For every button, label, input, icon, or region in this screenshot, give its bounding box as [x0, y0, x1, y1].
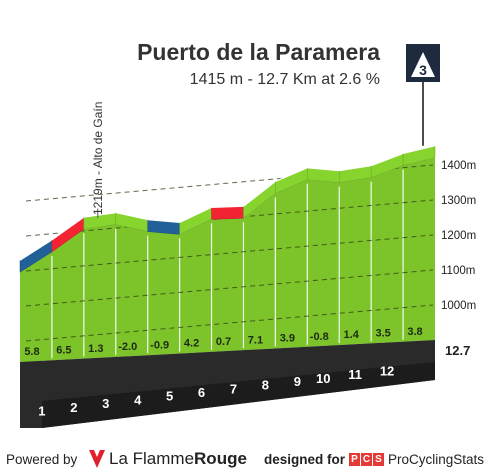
segment-top-edge: [83, 212, 116, 218]
segment-top-edge: [402, 145, 436, 155]
km-label: 11: [348, 367, 362, 382]
segment-top-edge: [19, 239, 53, 261]
footer: Powered by La FlammeRouge designed for P…: [0, 444, 495, 474]
segment-gradient-label: 3.9: [280, 333, 295, 345]
brand-light: La Flamme: [109, 449, 195, 468]
segment-gradient-label: 1.3: [88, 343, 103, 355]
gridlines: [25, 164, 434, 359]
km-label: 12: [380, 364, 394, 379]
segment-top-edge: [147, 219, 180, 223]
km-label: 10: [316, 371, 330, 386]
segment-top-edge: [179, 206, 212, 223]
category-number: 3: [419, 62, 427, 78]
profile-top-band: [19, 145, 436, 273]
segment-top-edge: [307, 167, 340, 172]
segment-gradient-label: 0.7: [216, 336, 231, 348]
profile-base-shadow: [42, 362, 435, 428]
km-label: 7: [230, 381, 237, 396]
segment-top-edge: [339, 165, 372, 172]
pcs-name: ProCyclingStats: [388, 452, 485, 467]
km-label: 8: [262, 378, 269, 393]
intermediate-climb-label: 1219m - Alto de Gaín: [91, 102, 105, 215]
brand-bold: Rouge: [194, 449, 247, 468]
y-tick-label: 1000m: [441, 300, 476, 312]
chart-subtitle: 1415 m - 12.7 Km at 2.6 %: [190, 71, 380, 88]
segment-top-edge: [51, 216, 85, 241]
km-label: 9: [294, 374, 301, 389]
chart-title: Puerto de la Paramera: [137, 39, 380, 65]
pcs-logo-icon: P C S: [349, 453, 384, 466]
km-label: 5: [166, 389, 173, 404]
segment-gradient-label: -0.9: [150, 339, 169, 351]
pcs-letter-s: S: [373, 453, 384, 466]
designed-for-text: designed for: [264, 452, 346, 467]
y-tick-label: 1200m: [441, 230, 476, 242]
profile-front-face: [20, 157, 435, 362]
segment-gradient-label: -0.8: [310, 331, 329, 343]
segment-gradient-label: 1.4: [344, 329, 360, 341]
profile-body: [20, 157, 435, 428]
km-label: 1: [38, 403, 45, 418]
km-label: 4: [134, 392, 142, 407]
segment-gradient-label: 6.5: [56, 344, 71, 356]
km-label: 6: [198, 385, 205, 400]
segment-top-band: [211, 206, 244, 220]
segment-top-edge: [275, 167, 308, 183]
segment-top-edge: [115, 212, 148, 221]
segment-gradient-label: 3.5: [375, 328, 390, 340]
km-label: 3: [102, 396, 109, 411]
mountain-icon: [411, 52, 435, 77]
segment-gradient-label: 5.8: [24, 346, 39, 358]
segment-gradient-label: 3.8: [407, 326, 422, 338]
segment-gradient-label: -2.0: [118, 341, 137, 353]
pcs-letter-c: C: [361, 453, 372, 466]
segment-gradient-label: 7.1: [248, 334, 263, 346]
segment-top-edge: [370, 152, 404, 167]
profile-svg: 1000m 1100m 1200m 1300m 1400m 5.8 6.5 1.3 -2.0 -0…: [19, 39, 476, 428]
brand-name: La FlammeRouge: [109, 449, 247, 469]
powered-by-text: Powered by: [6, 452, 78, 467]
pcs-letter-p: P: [349, 453, 360, 466]
y-tick-label: 1100m: [441, 265, 475, 277]
segment-top-edge: [211, 205, 244, 208]
segment-gradient-label: 4.2: [184, 338, 199, 350]
labels: 1000m 1100m 1200m 1300m 1400m 5.8 6.5 1.3 -2.0 -0…: [24, 39, 476, 418]
base-altitude-label: 12.7: [445, 343, 470, 358]
y-tick-label: 1300m: [441, 195, 476, 207]
km-label: 2: [70, 400, 77, 415]
segment-top-edge: [243, 180, 276, 207]
y-tick-label: 1400m: [441, 160, 476, 172]
la-flamme-rouge-logo-icon: [89, 450, 105, 468]
